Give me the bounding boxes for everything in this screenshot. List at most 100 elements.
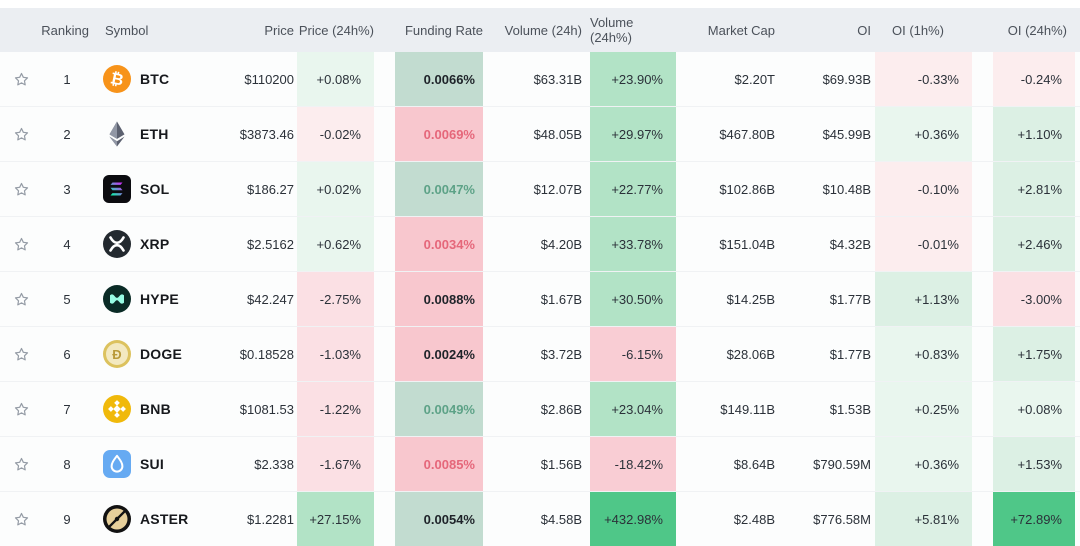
oi-1h-cell: +5.81% — [875, 492, 972, 546]
favorite-star-icon[interactable] — [13, 71, 30, 88]
aster-icon — [103, 505, 131, 533]
oi-24h-cell: -0.24% — [993, 52, 1075, 106]
oi-1h-cell: +0.83% — [875, 327, 972, 381]
oi-value: $790.59M — [813, 456, 871, 472]
col-header-oi-1h[interactable]: OI (1h%) — [891, 22, 944, 38]
favorite-star-icon[interactable] — [13, 181, 30, 198]
symbol-cell[interactable]: HYPE — [92, 272, 205, 326]
col-header-oi[interactable]: OI — [857, 22, 871, 38]
price-value: $110200 — [244, 71, 294, 87]
volume-24h-pct-cell: -18.42% — [590, 437, 676, 491]
market-cap-value: $28.06B — [726, 346, 775, 362]
oi-1h-cell: +0.25% — [875, 382, 972, 436]
price-24h-cell: +27.15% — [297, 492, 374, 546]
oi-24h-cell: +2.81% — [993, 162, 1075, 216]
favorite-star-icon[interactable] — [13, 346, 30, 363]
oi-1h-cell: +1.13% — [875, 272, 972, 326]
ranking-value: 4 — [63, 236, 71, 252]
favorite-star-icon[interactable] — [13, 236, 30, 253]
col-header-market-cap[interactable]: Market Cap — [707, 22, 775, 38]
funding-rate-cell: 0.0085% — [395, 437, 483, 491]
column-spacer — [972, 437, 993, 491]
btc-icon: ₿ — [103, 65, 131, 93]
favorite-star-icon[interactable] — [13, 291, 30, 308]
table-row[interactable]: 7 BNB $1081.53 -1.22% 0.0049% $2.86B +23… — [0, 382, 1080, 437]
oi-1h-cell: +0.36% — [875, 107, 972, 161]
symbol-cell[interactable]: ETH — [92, 107, 205, 161]
col-header-price[interactable]: Price — [264, 22, 294, 38]
funding-rate-cell: 0.0088% — [395, 272, 483, 326]
favorite-star-icon[interactable] — [13, 511, 30, 528]
oi-24h-cell: +2.46% — [993, 217, 1075, 271]
symbol-cell[interactable]: BNB — [92, 382, 205, 436]
symbol-cell[interactable]: XRP — [92, 217, 205, 271]
market-cap-value: $2.20T — [734, 71, 775, 87]
col-header-oi-24h[interactable]: OI (24h%) — [1007, 22, 1067, 38]
price-value: $2.5162 — [247, 236, 294, 252]
symbol-label: XRP — [140, 236, 170, 252]
table-row[interactable]: 3 SOL $186.27 +0.02% 0.0047% $12.07B +22… — [0, 162, 1080, 217]
symbol-cell[interactable]: SOL — [92, 162, 205, 216]
svg-text:₿: ₿ — [109, 69, 126, 89]
table-row[interactable]: 1 ₿ BTC $110200 +0.08% 0.0066% $63.31B +… — [0, 52, 1080, 107]
volume-24h-value: $4.58B — [540, 511, 582, 527]
symbol-cell[interactable]: ₿ BTC — [92, 52, 205, 106]
favorite-star-icon[interactable] — [13, 456, 30, 473]
col-header-volume-24h[interactable]: Volume (24h) — [504, 22, 582, 38]
oi-1h-cell: -0.10% — [875, 162, 972, 216]
volume-24h-value: $4.20B — [540, 236, 582, 252]
column-spacer — [972, 217, 993, 271]
funding-rate-cell: 0.0034% — [395, 217, 483, 271]
favorite-star-icon[interactable] — [13, 126, 30, 143]
market-cap-value: $2.48B — [733, 511, 775, 527]
symbol-label: DOGE — [140, 346, 183, 362]
price-24h-cell: -1.67% — [297, 437, 374, 491]
bnb-icon — [103, 395, 131, 423]
funding-rate-cell: 0.0024% — [395, 327, 483, 381]
market-cap-value: $102.86B — [719, 181, 775, 197]
table-row[interactable]: 2 ETH $3873.46 -0.02% 0.0069% $48.05B +2… — [0, 107, 1080, 162]
price-24h-cell: -1.22% — [297, 382, 374, 436]
volume-24h-pct-cell: +23.04% — [590, 382, 676, 436]
symbol-cell[interactable]: ASTER — [92, 492, 205, 546]
table-row[interactable]: 9 ASTER $1.2281 +27.15% 0.0054% $4.58B +… — [0, 492, 1080, 546]
col-header-funding-rate[interactable]: Funding Rate — [404, 22, 483, 38]
column-spacer — [972, 382, 993, 436]
ranking-value: 8 — [63, 456, 71, 472]
volume-24h-value: $48.05B — [533, 126, 582, 142]
oi-value: $45.99B — [822, 126, 871, 142]
symbol-cell[interactable]: SUI — [92, 437, 205, 491]
symbol-label: SUI — [140, 456, 164, 472]
table-body: 1 ₿ BTC $110200 +0.08% 0.0066% $63.31B +… — [0, 52, 1080, 546]
doge-icon: Ð — [103, 340, 131, 368]
table-row[interactable]: 8 SUI $2.338 -1.67% 0.0085% $1.56B -18.4… — [0, 437, 1080, 492]
price-value: $42.247 — [247, 291, 294, 307]
table-row[interactable]: 5 HYPE $42.247 -2.75% 0.0088% $1.67B +30… — [0, 272, 1080, 327]
oi-24h-cell: +0.08% — [993, 382, 1075, 436]
favorite-star-icon[interactable] — [13, 401, 30, 418]
col-header-ranking[interactable]: Ranking — [41, 22, 89, 38]
ranking-value: 5 — [63, 291, 71, 307]
sui-icon — [103, 450, 131, 478]
ranking-value: 9 — [63, 511, 71, 527]
col-header-symbol[interactable]: Symbol — [105, 22, 149, 38]
oi-value: $4.32B — [829, 236, 871, 252]
ranking-value: 6 — [63, 346, 71, 362]
ranking-value: 1 — [63, 71, 71, 87]
top-strip — [0, 0, 1080, 8]
col-header-volume-24h-pct[interactable]: Volume (24h%) — [590, 15, 634, 45]
column-spacer — [374, 217, 395, 271]
ranking-value: 2 — [63, 126, 71, 142]
col-header-price-24h[interactable]: Price (24h%) — [298, 22, 374, 38]
market-cap-value: $14.25B — [726, 291, 775, 307]
volume-24h-value: $2.86B — [540, 401, 582, 417]
oi-24h-cell: +1.53% — [993, 437, 1075, 491]
column-spacer — [972, 162, 993, 216]
oi-24h-cell: +1.75% — [993, 327, 1075, 381]
symbol-cell[interactable]: Ð DOGE — [92, 327, 205, 381]
table-row[interactable]: 6 Ð DOGE $0.18528 -1.03% 0.0024% $3.72B … — [0, 327, 1080, 382]
table-row[interactable]: 4 XRP $2.5162 +0.62% 0.0034% $4.20B +33.… — [0, 217, 1080, 272]
symbol-label: HYPE — [140, 291, 179, 307]
symbol-label: SOL — [140, 181, 170, 197]
volume-24h-value: $1.56B — [540, 456, 582, 472]
